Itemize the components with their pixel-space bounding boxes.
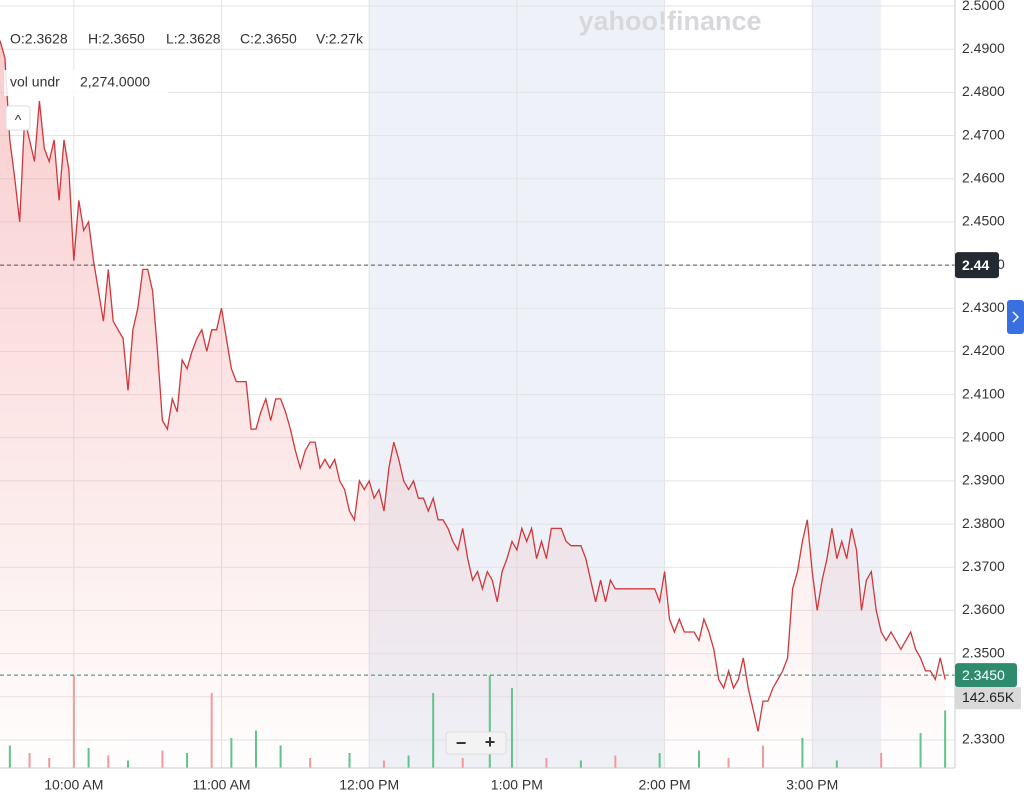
zoom-out[interactable]: − xyxy=(456,733,467,753)
watermark: yahoo!finance xyxy=(578,6,761,36)
x-tick-label: 10:00 AM xyxy=(44,777,103,793)
last-price-label: 2.3450 xyxy=(962,667,1005,683)
collapse-button[interactable] xyxy=(5,105,31,131)
ohlc-value: L:2.3628 xyxy=(166,31,221,47)
x-tick-label: 2:00 PM xyxy=(638,777,690,793)
zoom-bar xyxy=(445,731,507,755)
y-tick-label: 2.3700 xyxy=(962,558,1005,574)
y-tick-label: 2.4800 xyxy=(962,83,1005,99)
ohlc-value: V:2.27k xyxy=(316,31,364,47)
ohlc-value: C:2.3650 xyxy=(240,31,297,47)
x-tick-label: 12:00 PM xyxy=(339,777,399,793)
y-tick-label: 2.4700 xyxy=(962,126,1005,142)
ohlc-value: H:2.3650 xyxy=(88,31,145,47)
y-tick-label: 2.3300 xyxy=(962,731,1005,747)
study-value: 2,274.0000 xyxy=(80,74,150,90)
y-tick-label: 2.4100 xyxy=(962,385,1005,401)
y-tick-label: 2.3500 xyxy=(962,644,1005,660)
x-tick-label: 3:00 PM xyxy=(786,777,838,793)
zoom-in[interactable]: + xyxy=(485,732,496,752)
plot-layer xyxy=(0,0,955,769)
y-tick-label: 2.3600 xyxy=(962,601,1005,617)
collapse-icon[interactable]: ^ xyxy=(15,112,22,128)
crosshair-tag xyxy=(955,252,999,279)
last-volume-label: 142.65K xyxy=(962,689,1015,705)
y-tick-label: 2.3800 xyxy=(962,515,1005,531)
side-tab-arrow xyxy=(1012,311,1020,323)
price-line xyxy=(0,40,946,732)
study-box xyxy=(4,70,168,96)
y-tick-label: 2.4000 xyxy=(962,428,1005,444)
x-tick-label: 11:00 AM xyxy=(192,777,250,793)
crosshair-tag-label: 2.44 xyxy=(962,257,989,273)
y-tick-label: 2.4200 xyxy=(962,342,1005,358)
last-price-tag xyxy=(955,663,1017,688)
y-tick-label: 2.4500 xyxy=(962,213,1005,229)
y-tick-label: 2.4300 xyxy=(962,299,1005,315)
y-tick-label: 2.3900 xyxy=(962,472,1005,488)
last-volume-tag xyxy=(955,687,1021,710)
area xyxy=(0,40,946,769)
study-name: vol undr xyxy=(10,74,60,90)
y-tick-label: 2.4900 xyxy=(962,40,1005,56)
side-tab[interactable] xyxy=(1007,300,1024,334)
y-tick-label: 2.4600 xyxy=(962,169,1005,185)
x-tick-label: 1:00 PM xyxy=(491,777,543,793)
ohlc-value: O:2.3628 xyxy=(10,31,68,47)
y-tick-label: 2.5000 xyxy=(962,0,1005,13)
